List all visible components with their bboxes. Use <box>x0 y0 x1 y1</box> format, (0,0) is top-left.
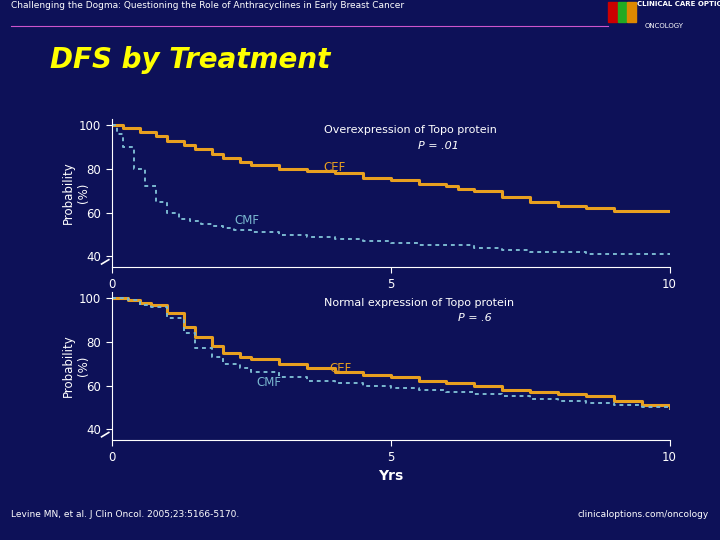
Text: ONCOLOGY: ONCOLOGY <box>644 23 683 30</box>
Text: Overexpression of Topo protein: Overexpression of Topo protein <box>324 125 497 136</box>
Text: DFS by Treatment: DFS by Treatment <box>50 46 330 74</box>
Text: Normal expression of Topo protein: Normal expression of Topo protein <box>324 298 514 308</box>
Text: CEF: CEF <box>329 362 351 375</box>
Text: P = .6: P = .6 <box>458 313 491 323</box>
Text: Challenging the Dogma: Questioning the Role of Anthracyclines in Early Breast Ca: Challenging the Dogma: Questioning the R… <box>11 1 404 10</box>
Text: CMF: CMF <box>257 375 282 388</box>
Bar <box>627 2 636 22</box>
Text: clinicaloptions.com/oncology: clinicaloptions.com/oncology <box>578 510 709 518</box>
Y-axis label: Probability
(%): Probability (%) <box>62 334 90 397</box>
Text: CLINICAL CARE OPTIONS: CLINICAL CARE OPTIONS <box>637 1 720 7</box>
Text: CMF: CMF <box>235 214 259 227</box>
Text: CEF: CEF <box>324 161 346 174</box>
Bar <box>608 2 617 22</box>
Y-axis label: Probability
(%): Probability (%) <box>62 161 90 225</box>
X-axis label: Yrs: Yrs <box>378 469 403 483</box>
Text: Levine MN, et al. J Clin Oncol. 2005;23:5166-5170.: Levine MN, et al. J Clin Oncol. 2005;23:… <box>11 510 239 518</box>
Bar <box>618 2 626 22</box>
Text: P = .01: P = .01 <box>418 140 459 151</box>
